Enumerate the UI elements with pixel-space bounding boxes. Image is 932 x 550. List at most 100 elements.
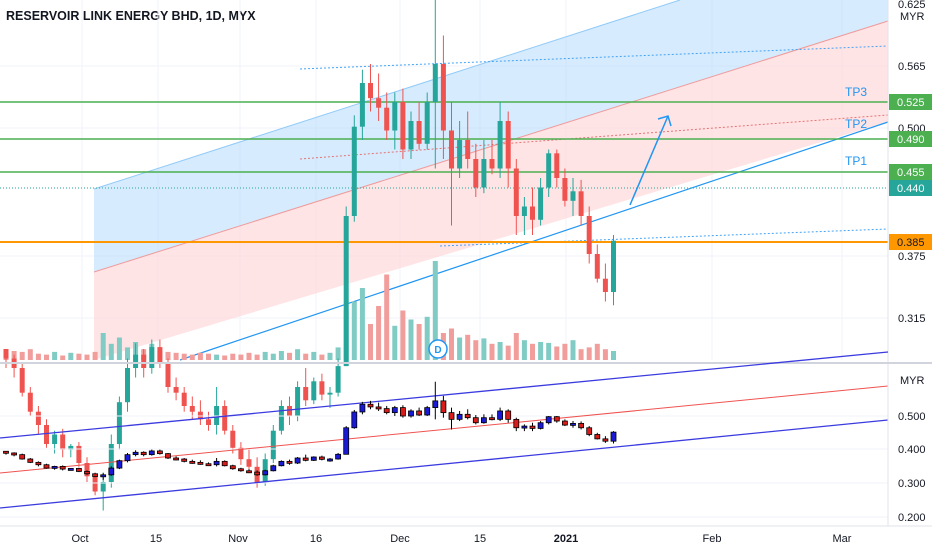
svg-text:0.490: 0.490	[897, 134, 925, 146]
time-label: Nov	[228, 533, 248, 545]
candle-body	[376, 98, 382, 108]
indicator-body	[11, 452, 18, 456]
axis-tick: 0.200	[898, 512, 926, 524]
volume-bar	[521, 340, 527, 360]
indicator-body	[148, 450, 155, 456]
volume-bar	[351, 301, 357, 360]
tp3-label: TP3	[845, 85, 867, 99]
indicator-body	[472, 417, 479, 424]
indicator-body	[116, 460, 123, 469]
time-label: 15	[150, 533, 162, 545]
candle-body	[44, 425, 49, 444]
candle-body	[222, 406, 228, 431]
indicator-body	[262, 470, 269, 476]
volume-bar	[513, 333, 519, 360]
indicator-body	[140, 451, 147, 456]
indicator-body	[383, 408, 390, 414]
volume-bar	[505, 345, 511, 360]
volume-bar	[68, 352, 74, 360]
candle-body	[60, 434, 66, 450]
indicator-body	[173, 457, 180, 461]
indicator-body	[464, 413, 471, 419]
volume-bar	[270, 353, 276, 360]
indicator-body	[221, 460, 228, 467]
volume-bar	[611, 351, 616, 360]
volume-bar	[181, 353, 187, 360]
candle-body	[92, 476, 98, 492]
candle-body	[68, 445, 74, 450]
candle-body	[303, 387, 309, 401]
indicator-body	[513, 418, 520, 429]
volume-bar	[254, 354, 260, 360]
candle-body	[611, 240, 616, 292]
indicator-body	[553, 416, 560, 422]
indicator-body	[156, 450, 163, 455]
indicator-body	[416, 410, 423, 416]
indicator-body	[205, 463, 212, 467]
indicator-body	[343, 427, 350, 455]
indicator-body	[610, 431, 617, 442]
candle-body	[578, 191, 584, 216]
volume-bar	[319, 354, 325, 360]
candle-body	[327, 392, 333, 395]
indicator-body	[254, 471, 261, 476]
candle-body	[35, 411, 41, 425]
tp2-label: TP2	[845, 117, 867, 131]
indicator-body	[521, 425, 528, 429]
candle-body	[157, 347, 163, 363]
indicator-body	[497, 410, 504, 420]
candle-body	[116, 402, 122, 444]
volume-bar	[262, 351, 268, 360]
volume-bar	[538, 342, 544, 360]
tp2-price-tag	[889, 131, 932, 147]
channel-mid-line	[93, 20, 889, 273]
indicator-channel-lower	[0, 419, 889, 509]
volume-bar	[602, 349, 608, 360]
indicator-body	[537, 422, 544, 429]
candle-body	[108, 444, 114, 482]
candle-body	[295, 387, 301, 416]
indicator-axis[interactable]: MYR 0.500 0.400 0.300 0.200	[887, 364, 932, 526]
axis-tick: 0.315	[898, 313, 926, 325]
volume-bar	[206, 353, 211, 360]
indicator-body	[165, 453, 171, 459]
volume-bar	[530, 343, 535, 360]
volume-bar	[586, 347, 592, 360]
candle-body	[3, 349, 9, 359]
indicator-body	[456, 413, 463, 420]
axis-tick: 0.500	[898, 411, 926, 423]
projection-arrow	[629, 115, 672, 206]
dividend-marker[interactable]: D	[428, 339, 448, 359]
indicator-body	[59, 465, 66, 470]
candle-body	[586, 216, 592, 254]
time-axis[interactable]: Oct 15 Nov 16 Dec 15 2021 Feb Mar	[0, 525, 932, 545]
candle-body	[246, 459, 252, 467]
candle-body	[189, 406, 195, 412]
indicator-body	[448, 412, 455, 420]
indicator-body	[197, 461, 204, 465]
volume-bar	[416, 324, 422, 360]
indicator-body	[529, 425, 536, 429]
volume-bar	[44, 354, 49, 360]
candle-body	[457, 140, 463, 169]
indicator-body	[351, 411, 358, 429]
indicator-body	[318, 456, 325, 460]
volume-bar	[570, 340, 576, 360]
volume-bar	[303, 353, 309, 360]
price-axis[interactable]: 0.625 0.565 0.500 0.375 0.315 MYR 0.525 …	[887, 0, 932, 362]
candle-body	[570, 191, 576, 201]
volume-bar	[408, 319, 414, 360]
indicator-body	[586, 427, 593, 435]
indicator-body	[545, 416, 552, 424]
indicator-body	[108, 467, 115, 476]
volume-bar	[359, 288, 365, 360]
volume-bar	[27, 349, 33, 360]
indicator-body	[189, 460, 196, 464]
candle-body	[125, 368, 130, 403]
indicator-body	[76, 468, 82, 472]
time-label: 2021	[554, 533, 578, 545]
support-price-tag	[889, 234, 932, 250]
volume-bar	[465, 334, 471, 360]
indicator-body	[391, 407, 398, 414]
